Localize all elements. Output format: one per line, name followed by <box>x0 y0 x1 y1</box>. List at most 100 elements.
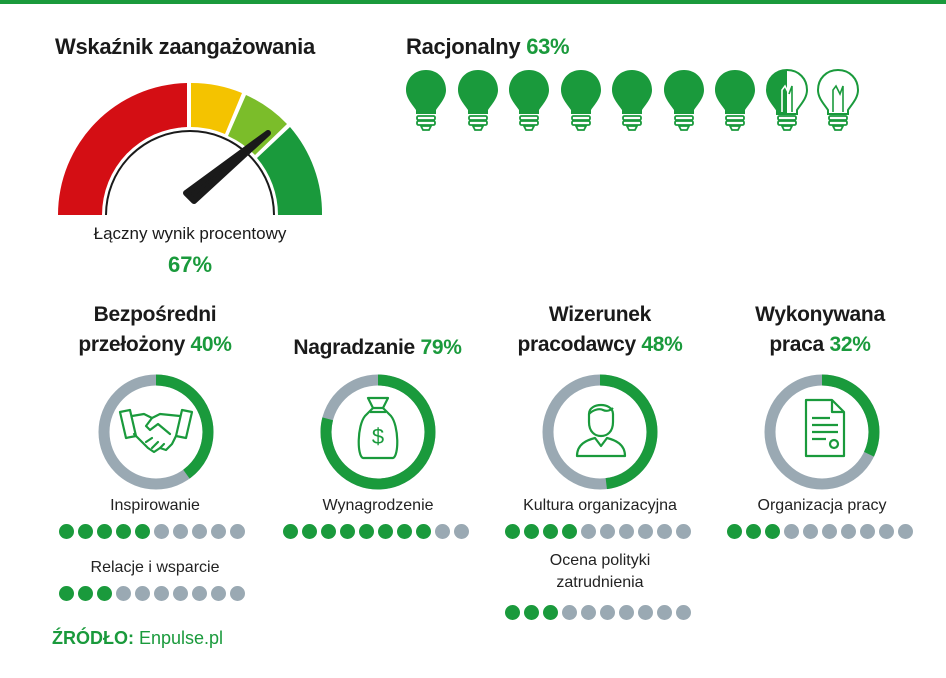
engagement-gauge <box>57 82 323 216</box>
sub-culture-label: Kultura organizacyjna <box>523 497 677 514</box>
ring-progress <box>764 374 880 490</box>
sub-work-organization-label: Organizacja pracy <box>757 497 887 514</box>
score-dot-empty <box>173 524 188 539</box>
lightbulb-icon-full <box>612 70 652 131</box>
score-dot-filled <box>562 524 577 539</box>
score-dot-empty <box>600 605 615 620</box>
score-dot-filled <box>505 524 520 539</box>
svg-text:$: $ <box>372 424 384 449</box>
score-dot-empty <box>860 524 875 539</box>
score-dot-filled <box>340 524 355 539</box>
score-dot-filled <box>505 605 520 620</box>
score-dot-empty <box>230 524 245 539</box>
ring-progress <box>98 374 214 490</box>
category-work-ring <box>764 374 880 490</box>
score-dot-empty <box>435 524 450 539</box>
score-dot-filled <box>378 524 393 539</box>
score-dot-empty <box>192 586 207 601</box>
score-dot-empty <box>657 524 672 539</box>
money-bag-icon: $ <box>357 396 399 460</box>
score-dot-empty <box>784 524 799 539</box>
score-dot-empty <box>211 586 226 601</box>
sub-inspiring-label: Inspirowanie <box>110 497 200 514</box>
score-dot-empty <box>600 524 615 539</box>
score-dot-empty <box>562 605 577 620</box>
lightbulb-icon-full <box>457 70 498 131</box>
score-dot-empty <box>822 524 837 539</box>
score-dot-empty <box>619 605 634 620</box>
score-dot-filled <box>543 524 558 539</box>
engagement-title: Wskaźnik zaangażowania <box>55 34 315 59</box>
lightbulb-icon-full <box>509 70 549 131</box>
lightbulb-icon-partial <box>765 68 808 131</box>
rational-value: 63% <box>526 34 570 59</box>
score-dot-filled <box>727 524 742 539</box>
category-supervisor-title: Bezpośredni przełożony 40% <box>78 303 232 356</box>
score-dot-empty <box>173 586 188 601</box>
score-dot-empty <box>192 524 207 539</box>
person-icon <box>575 403 627 458</box>
sub-culture-dots <box>505 524 691 539</box>
score-dot-empty <box>581 524 596 539</box>
category-employer-image-ring <box>542 374 658 490</box>
score-dot-filled <box>359 524 374 539</box>
bulb-row <box>404 68 864 132</box>
score-dot-empty <box>841 524 856 539</box>
sub-inspiring-dots <box>59 524 245 539</box>
gauge-segment-yellow <box>191 82 242 134</box>
ring-progress <box>542 374 658 490</box>
score-dot-filled <box>97 586 112 601</box>
sub-salary-label: Wynagrodzenie <box>322 497 434 514</box>
score-dot-filled <box>321 524 336 539</box>
ring-progress <box>320 374 436 490</box>
lightbulb-icon-full <box>406 70 446 131</box>
score-dot-empty <box>657 605 672 620</box>
score-dot-filled <box>524 524 539 539</box>
score-dot-empty <box>619 524 634 539</box>
lightbulb-icon-empty <box>816 68 860 131</box>
score-dot-empty <box>211 524 226 539</box>
gauge-segment-red <box>57 83 187 215</box>
score-dot-empty <box>116 586 131 601</box>
document-icon <box>804 398 846 458</box>
score-dot-empty <box>879 524 894 539</box>
sub-salary-dots <box>283 524 469 539</box>
score-dot-empty <box>638 605 653 620</box>
sub-hiring-policy-dots <box>505 605 691 620</box>
score-dot-empty <box>135 586 150 601</box>
category-work-title: Wykonywana praca 32% <box>755 303 885 356</box>
sub-relations-dots <box>59 586 245 601</box>
score-dot-empty <box>638 524 653 539</box>
score-dot-empty <box>454 524 469 539</box>
score-dot-filled <box>78 586 93 601</box>
score-dot-empty <box>230 586 245 601</box>
category-supervisor-ring <box>98 374 214 490</box>
sub-work-organization-dots <box>727 524 913 539</box>
lightbulb-icon-full <box>715 70 755 131</box>
score-dot-filled <box>416 524 431 539</box>
top-accent-bar <box>0 0 946 4</box>
score-dot-filled <box>59 524 74 539</box>
score-dot-filled <box>524 605 539 620</box>
category-rewards-ring <box>320 374 436 490</box>
score-dot-empty <box>154 524 169 539</box>
rational-title: Racjonalny 63% <box>406 34 570 59</box>
score-dot-filled <box>116 524 131 539</box>
score-dot-filled <box>283 524 298 539</box>
score-dot-filled <box>135 524 150 539</box>
score-dot-filled <box>97 524 112 539</box>
source-link[interactable]: Enpulse.pl <box>139 628 224 648</box>
score-dot-filled <box>746 524 761 539</box>
score-dot-empty <box>898 524 913 539</box>
gauge-segment-lightgreen <box>228 95 287 155</box>
score-dot-empty <box>676 524 691 539</box>
score-dot-filled <box>765 524 780 539</box>
category-rewards-title: Nagradzanie 79% <box>293 336 462 359</box>
score-dot-filled <box>302 524 317 539</box>
lightbulb-icon-full <box>663 70 704 131</box>
source-line: ŹRÓDŁO: Enpulse.pl <box>52 628 224 648</box>
gauge-inner-arc <box>105 130 275 216</box>
handshake-icon <box>118 408 194 454</box>
score-dot-empty <box>803 524 818 539</box>
engagement-value: 67% <box>167 252 213 277</box>
